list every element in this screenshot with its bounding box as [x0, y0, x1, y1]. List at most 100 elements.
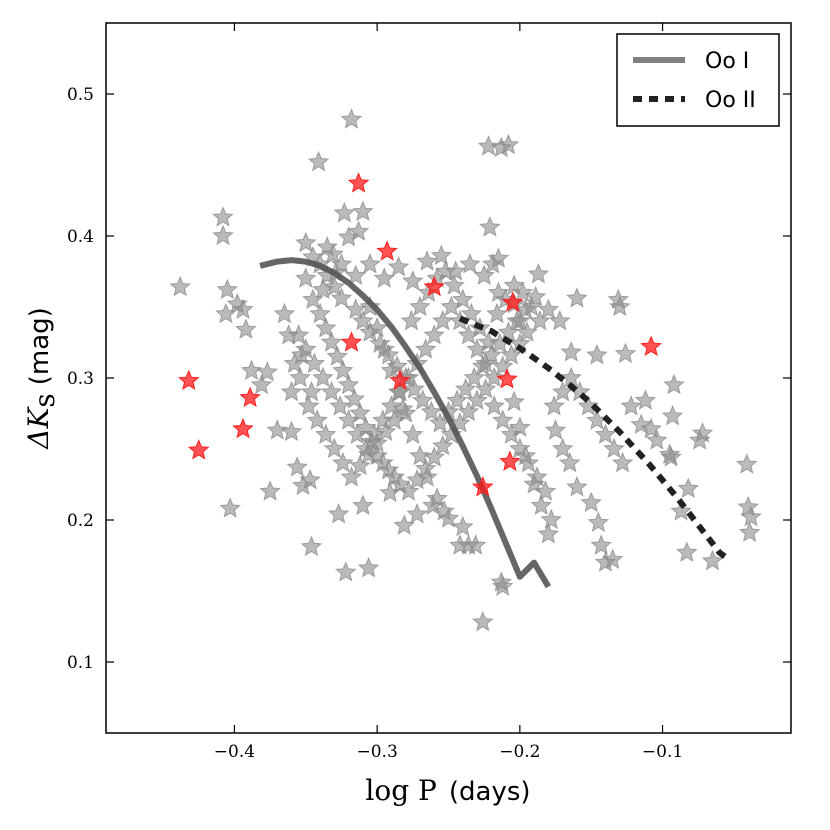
- gray-star-85: [551, 437, 574, 459]
- gray-star-212: [315, 423, 337, 444]
- gray-star-246: [402, 270, 424, 291]
- red-star-12: [501, 291, 524, 312]
- gray-star-153: [403, 378, 426, 399]
- gray-star-250: [459, 253, 481, 274]
- gray-star-series: [169, 108, 762, 632]
- gray-star-215: [340, 466, 363, 487]
- gray-star-144: [323, 275, 346, 297]
- legend-oo1-label: Oo I: [705, 49, 749, 74]
- x-tick-label-1: −0.3: [357, 742, 398, 762]
- gray-star-223: [409, 295, 431, 317]
- gray-star-207: [277, 324, 300, 345]
- gray-star-154: [412, 389, 434, 410]
- gray-star-74: [735, 453, 758, 474]
- gray-star-231: [477, 331, 500, 352]
- gray-star-145: [330, 287, 353, 308]
- gray-star-171: [320, 380, 343, 402]
- gray-star-83: [566, 475, 588, 497]
- gray-star-102: [409, 444, 431, 466]
- gray-star-149: [369, 332, 391, 354]
- gray-star-20: [300, 535, 323, 557]
- gray-star-194: [517, 451, 540, 473]
- gray-star-130: [423, 446, 445, 467]
- red-star-series: [178, 172, 662, 497]
- gray-star-13: [259, 480, 281, 501]
- gray-star-80: [601, 548, 624, 569]
- gray-star-114: [320, 331, 343, 352]
- legend: Oo I Oo II: [616, 33, 780, 127]
- x-tick-label-2: −0.2: [499, 742, 540, 762]
- y-tick-label-0: 0.1: [67, 653, 94, 673]
- gray-star-112: [309, 302, 331, 324]
- gray-star-60: [630, 413, 652, 435]
- gray-star-58: [614, 342, 637, 364]
- gray-star-87: [540, 508, 563, 530]
- gray-star-113: [315, 316, 337, 338]
- gray-star-221: [392, 397, 414, 419]
- gray-star-253: [280, 380, 303, 402]
- y-axis-label-math: ΔK: [22, 406, 55, 450]
- gray-star-98: [452, 515, 474, 537]
- gray-star-222: [400, 309, 423, 331]
- gray-star-51: [537, 298, 560, 319]
- gray-star-204: [603, 437, 625, 459]
- gray-star-63: [646, 429, 668, 450]
- plot-background: [106, 23, 791, 733]
- gray-star-206: [273, 302, 296, 324]
- gray-star-3: [216, 278, 239, 300]
- gray-star-46: [497, 133, 520, 155]
- red-star-13: [640, 335, 662, 356]
- gray-star-209: [289, 366, 311, 388]
- gray-star-19: [299, 468, 321, 490]
- gray-star-178: [380, 395, 403, 416]
- gray-star-136: [474, 378, 497, 399]
- gray-star-160: [463, 366, 485, 388]
- gray-star-16: [280, 420, 303, 442]
- gray-star-81: [587, 511, 610, 532]
- gray-star-26: [340, 108, 363, 129]
- gray-star-173: [337, 409, 360, 430]
- y-axis-label: ΔKs (mag): [22, 307, 61, 450]
- gray-star-191: [491, 409, 514, 430]
- gray-star-12: [219, 497, 241, 518]
- gray-star-137: [483, 366, 505, 388]
- gray-star-196: [534, 480, 557, 501]
- y-tick-label-1: 0.2: [67, 511, 94, 531]
- gray-star-218: [366, 431, 388, 453]
- gray-star-103: [402, 423, 424, 444]
- gray-star-169: [303, 352, 326, 373]
- gray-star-7: [235, 318, 257, 339]
- x-axis-label: log P (days): [365, 774, 530, 807]
- gray-star-150: [377, 344, 400, 365]
- gray-star-100: [426, 487, 448, 508]
- gray-star-89: [530, 494, 553, 515]
- gray-star-33: [357, 557, 380, 578]
- red-star-2: [232, 417, 254, 439]
- red-star-11: [499, 450, 521, 471]
- red-star-10: [496, 368, 518, 389]
- gray-star-238: [295, 231, 317, 253]
- gray-star-99: [433, 500, 455, 521]
- gray-star-110: [295, 267, 317, 288]
- gray-star-0: [169, 275, 191, 297]
- gray-star-251: [473, 264, 495, 285]
- gray-star-49: [524, 285, 547, 307]
- gray-star-179: [389, 380, 411, 402]
- gray-star-71: [688, 429, 711, 450]
- gray-star-237: [529, 309, 551, 331]
- gray-star-31: [334, 561, 357, 582]
- oo2-curve: [458, 315, 732, 563]
- gray-star-68: [670, 500, 692, 521]
- gray-star-1: [212, 206, 234, 227]
- red-star-8: [423, 275, 445, 297]
- gray-star-82: [580, 491, 602, 513]
- gray-star-53: [560, 341, 582, 362]
- red-star-0: [178, 369, 200, 390]
- gray-star-164: [497, 321, 520, 342]
- gray-star-55: [586, 344, 608, 365]
- gray-star-61: [634, 389, 657, 410]
- gray-star-72: [676, 541, 698, 562]
- gray-star-111: [302, 288, 324, 310]
- gray-star-88: [537, 522, 560, 544]
